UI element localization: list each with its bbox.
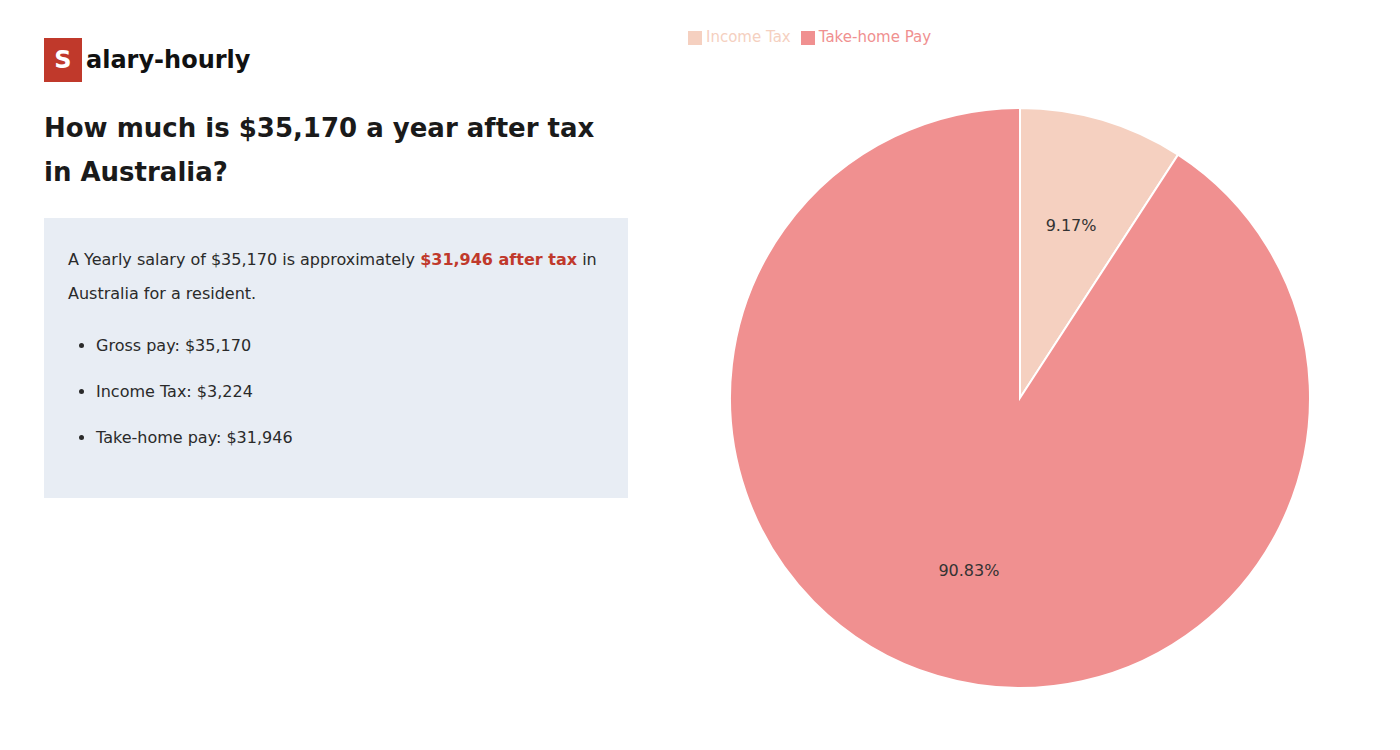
html-text:S: S bbox=[54, 46, 72, 74]
html-text:Take-home pay: $31,946: Take-home pay: $31,946 bbox=[96, 428, 293, 447]
html-text:Income Tax: $3,224: Income Tax: $3,224 bbox=[96, 382, 253, 401]
html-text:Take-home Pay: Take-home Pay bbox=[818, 28, 932, 46]
html-text:alary-hourly: alary-hourly bbox=[86, 46, 251, 74]
svg-text:90.83%: 90.83% bbox=[938, 561, 999, 580]
html-text:Gross pay: $35,170: Gross pay: $35,170 bbox=[96, 336, 252, 355]
svg-text:9.17%: 9.17% bbox=[1046, 216, 1097, 235]
html-text:A Yearly salary of $35,170 is: A Yearly salary of $35,170 is approximat… bbox=[68, 250, 597, 269]
html-text:Australia for a resident.: Australia for a resident. bbox=[68, 284, 257, 303]
html-text:How much is $35,170 a year aft: How much is $35,170 a year after tax in … bbox=[44, 113, 595, 187]
html-text:Income Tax: Income Tax bbox=[706, 28, 791, 46]
